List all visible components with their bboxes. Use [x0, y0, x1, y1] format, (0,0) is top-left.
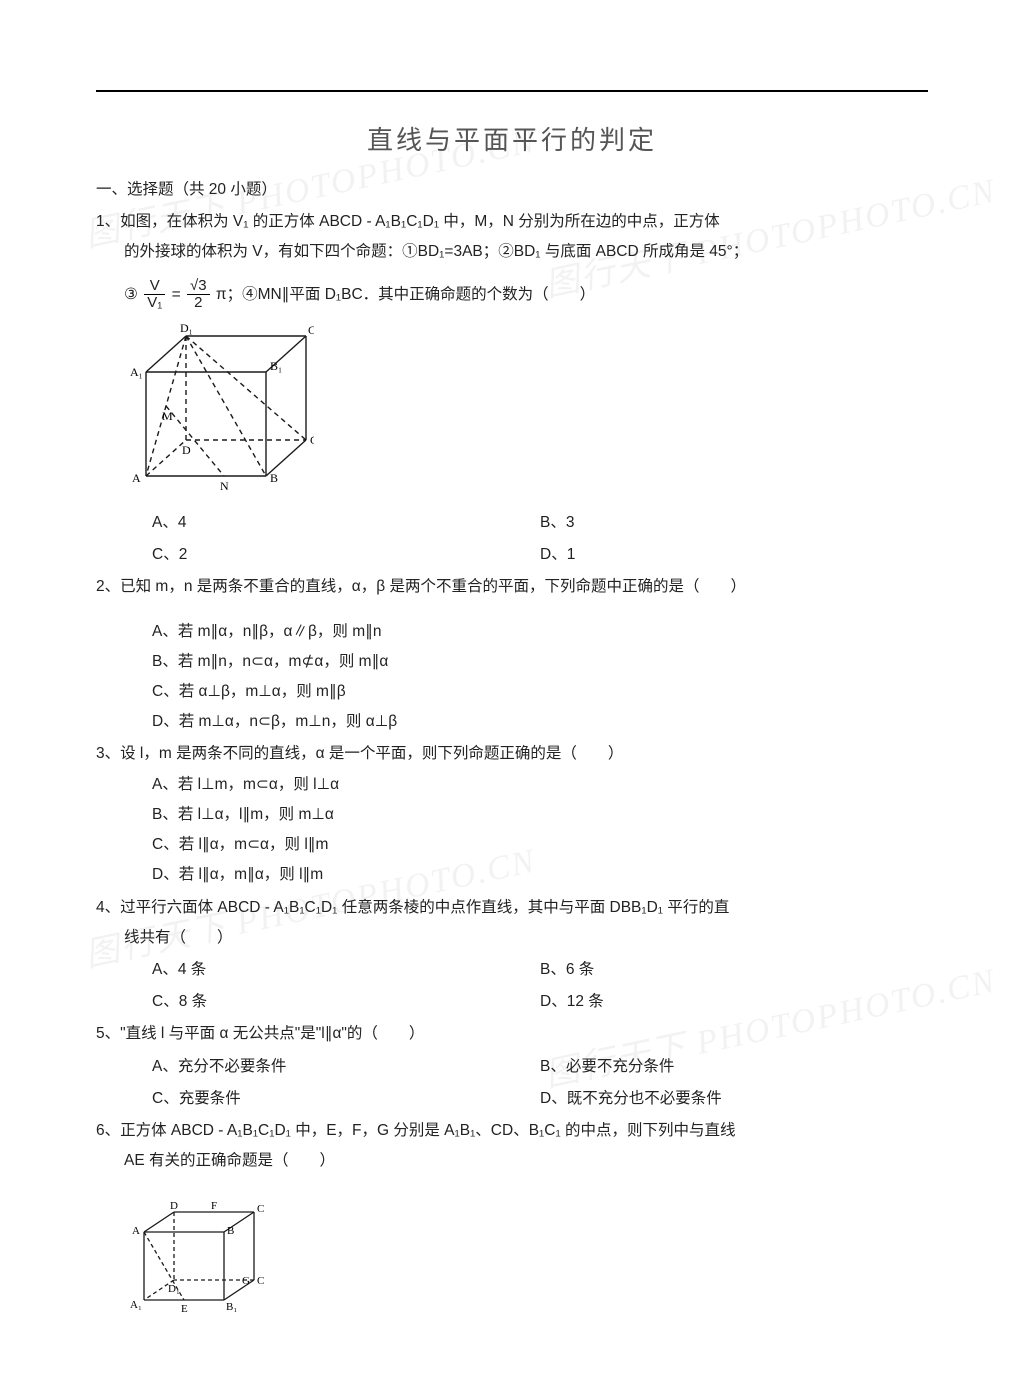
option-a: A、4 条: [152, 955, 540, 985]
svg-text:A₁: A₁: [130, 1299, 142, 1311]
svg-text:C: C: [310, 433, 314, 447]
question-4: 4、过平行六面体 ABCD - A₁B₁C₁D₁ 任意两条棱的中点作直线，其中与…: [96, 893, 928, 1018]
svg-text:N: N: [220, 479, 229, 493]
document-body: 一、选择题（共 20 小题） 1、如图，在体积为 V₁ 的正方体 ABCD - …: [96, 175, 928, 1324]
svg-text:B: B: [227, 1225, 234, 1237]
svg-text:D: D: [170, 1200, 178, 1212]
option-d: D、若 l∥α，m∥α，则 l∥m: [152, 860, 928, 890]
option-a: A、4: [152, 508, 540, 538]
fraction-numerator: V: [144, 278, 165, 296]
option-b: B、若 m∥n，n⊂α，m⊄α，则 m∥α: [152, 647, 928, 677]
cube-diagram-icon: A B A₁ B₁ D C D₁ C₁ M N: [124, 318, 314, 493]
option-b: B、必要不充分条件: [540, 1052, 928, 1082]
option-a: A、充分不必要条件: [152, 1052, 540, 1082]
svg-text:A₁: A₁: [130, 365, 143, 379]
svg-text:G: G: [242, 1275, 250, 1287]
q6-line1: 6、正方体 ABCD - A₁B₁C₁D₁ 中，E，F，G 分别是 A₁B₁、C…: [96, 1116, 928, 1146]
option-b: B、3: [540, 508, 928, 538]
page-title: 直线与平面平行的判定: [96, 120, 928, 157]
svg-text:B: B: [270, 471, 278, 485]
svg-text:D₁: D₁: [180, 321, 193, 335]
q6-figure: A B C D A₁ B₁ C₁ D₁E F G: [96, 1182, 928, 1323]
option-a: A、若 l⊥m，m⊂α，则 l⊥α: [152, 770, 928, 800]
q1-options: A、4 B、3: [96, 508, 928, 538]
fraction-numerator: √3: [187, 278, 210, 296]
q6-line2: AE 有关的正确命题是（ ）: [124, 1146, 928, 1176]
q5-options: A、充分不必要条件 B、必要不充分条件: [96, 1052, 928, 1082]
q5-stem: 5、"直线 l 与平面 α 无公共点"是"l∥α"的（ ）: [96, 1019, 928, 1049]
option-d: D、既不充分也不必要条件: [540, 1084, 928, 1114]
question-1: 1、如图，在体积为 V₁ 的正方体 ABCD - A₁B₁C₁D₁ 中，M，N …: [96, 207, 928, 570]
q2-stem: 2、已知 m，n 是两条不重合的直线，α，β 是两个不重合的平面，下列命题中正确…: [96, 572, 928, 602]
svg-text:A: A: [132, 471, 141, 485]
option-c: C、2: [152, 540, 540, 570]
option-d: D、1: [540, 540, 928, 570]
q1-options-row2: C、2 D、1: [96, 540, 928, 570]
cube-diagram-icon: A B C D A₁ B₁ C₁ D₁E F G: [124, 1182, 264, 1312]
document-page: 图行天下 PHOTOPHOTO.CN 图行天下 PHOTOPHOTO.CN 图行…: [0, 0, 1024, 1378]
question-3: 3、设 l，m 是两条不同的直线，α 是一个平面，则下列命题正确的是（ ） A、…: [96, 739, 928, 890]
fraction-denominator: V₁: [144, 295, 165, 312]
q1-figure: A B A₁ B₁ D C D₁ C₁ M N: [96, 318, 928, 504]
q4-line2: 线共有（ ）: [124, 923, 928, 953]
question-2: 2、已知 m，n 是两条不重合的直线，α，β 是两个不重合的平面，下列命题中正确…: [96, 572, 928, 737]
equals-sign: =: [172, 286, 181, 303]
svg-text:E: E: [181, 1303, 188, 1312]
svg-text:A: A: [132, 1225, 140, 1237]
option-a: A、若 m∥α，n∥β，α∥β，则 m∥n: [152, 617, 928, 647]
option-b: B、若 l⊥α，l∥m，则 m⊥α: [152, 800, 928, 830]
option-c: C、若 l∥α，m⊂α，则 l∥m: [152, 830, 928, 860]
svg-text:B₁: B₁: [270, 359, 282, 373]
q3-stem: 3、设 l，m 是两条不同的直线，α 是一个平面，则下列命题正确的是（ ）: [96, 739, 928, 769]
svg-text:C₁: C₁: [308, 323, 314, 337]
svg-text:B₁: B₁: [226, 1301, 237, 1312]
q4-line1: 4、过平行六面体 ABCD - A₁B₁C₁D₁ 任意两条棱的中点作直线，其中与…: [96, 893, 928, 923]
svg-text:C₁: C₁: [257, 1275, 264, 1287]
section-heading: 一、选择题（共 20 小题）: [96, 175, 928, 205]
q1-line2: 的外接球的体积为 V，有如下四个命题：①BD₁=3AB；②BD₁ 与底面 ABC…: [124, 237, 928, 267]
q1-line3: ③ V V₁ = √3 2 π；④MN∥平面 D₁BC．其中正确命题的个数为（ …: [124, 278, 928, 312]
svg-text:D₁: D₁: [168, 1283, 180, 1295]
q4-options-row2: C、8 条 D、12 条: [96, 987, 928, 1017]
q5-options-row2: C、充要条件 D、既不充分也不必要条件: [96, 1084, 928, 1114]
svg-text:C: C: [257, 1203, 264, 1215]
option-d: D、若 m⊥α，n⊂β，m⊥n，则 α⊥β: [152, 707, 928, 737]
option-c: C、8 条: [152, 987, 540, 1017]
q1-line3-pre: ③: [124, 286, 138, 303]
option-b: B、6 条: [540, 955, 928, 985]
q4-options: A、4 条 B、6 条: [96, 955, 928, 985]
q1-line1: 1、如图，在体积为 V₁ 的正方体 ABCD - A₁B₁C₁D₁ 中，M，N …: [96, 207, 928, 237]
fraction-denominator: 2: [187, 295, 210, 312]
option-c: C、若 α⊥β，m⊥α，则 m∥β: [152, 677, 928, 707]
q1-line3-post: π；④MN∥平面 D₁BC．其中正确命题的个数为（ ）: [216, 286, 595, 303]
svg-text:M: M: [162, 409, 173, 423]
option-c: C、充要条件: [152, 1084, 540, 1114]
svg-text:F: F: [211, 1200, 217, 1212]
q3-options: A、若 l⊥m，m⊂α，则 l⊥α B、若 l⊥α，l∥m，则 m⊥α C、若 …: [96, 770, 928, 891]
fraction-v: V V₁: [144, 278, 165, 312]
svg-text:D: D: [182, 443, 191, 457]
horizontal-rule: [96, 90, 928, 92]
question-6: 6、正方体 ABCD - A₁B₁C₁D₁ 中，E，F，G 分别是 A₁B₁、C…: [96, 1116, 928, 1324]
fraction-sqrt3: √3 2: [187, 278, 210, 312]
option-d: D、12 条: [540, 987, 928, 1017]
question-5: 5、"直线 l 与平面 α 无公共点"是"l∥α"的（ ） A、充分不必要条件 …: [96, 1019, 928, 1114]
q2-options: A、若 m∥α，n∥β，α∥β，则 m∥n B、若 m∥n，n⊂α，m⊄α，则 …: [96, 617, 928, 738]
